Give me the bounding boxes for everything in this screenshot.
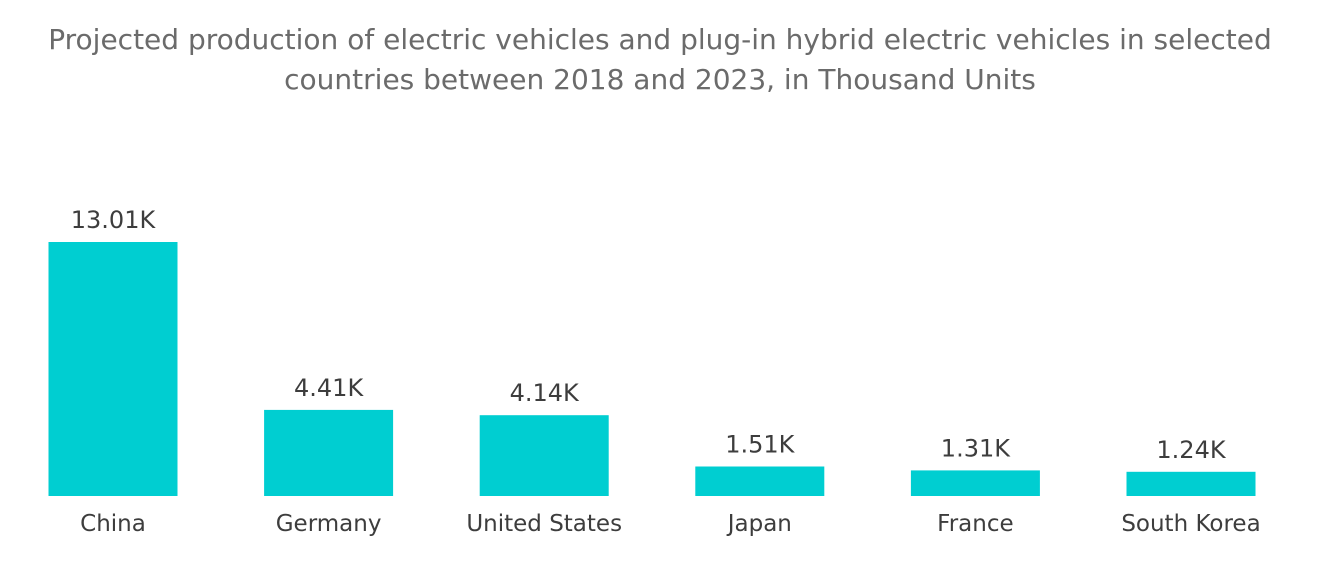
bar-germany <box>264 409 394 496</box>
x-tick-label-china: China <box>80 511 146 537</box>
bar-china <box>48 242 178 496</box>
chart-title-line-2: countries between 2018 and 2023, in Thou… <box>284 63 1036 96</box>
data-label-china: 13.01K <box>71 206 157 234</box>
x-tick-label-united-states: United States <box>466 511 622 537</box>
data-label-united-states: 4.14K <box>510 379 580 407</box>
chart-title: Projected production of electric vehicle… <box>0 20 1320 100</box>
bar-japan <box>695 466 825 496</box>
x-tick-label-japan: Japan <box>726 511 792 537</box>
bar-south-korea <box>1126 471 1256 496</box>
bar-france <box>910 470 1040 496</box>
chart-title-line-1: Projected production of electric vehicle… <box>48 23 1272 56</box>
x-tick-label-germany: Germany <box>276 511 382 537</box>
bar-united-states <box>479 415 609 496</box>
x-tick-label-france: France <box>937 511 1013 537</box>
data-label-japan: 1.51K <box>725 431 795 459</box>
data-label-south-korea: 1.24K <box>1156 436 1226 464</box>
x-tick-label-south-korea: South Korea <box>1121 511 1260 537</box>
data-label-germany: 4.41K <box>294 374 364 402</box>
data-label-france: 1.31K <box>941 434 1011 462</box>
